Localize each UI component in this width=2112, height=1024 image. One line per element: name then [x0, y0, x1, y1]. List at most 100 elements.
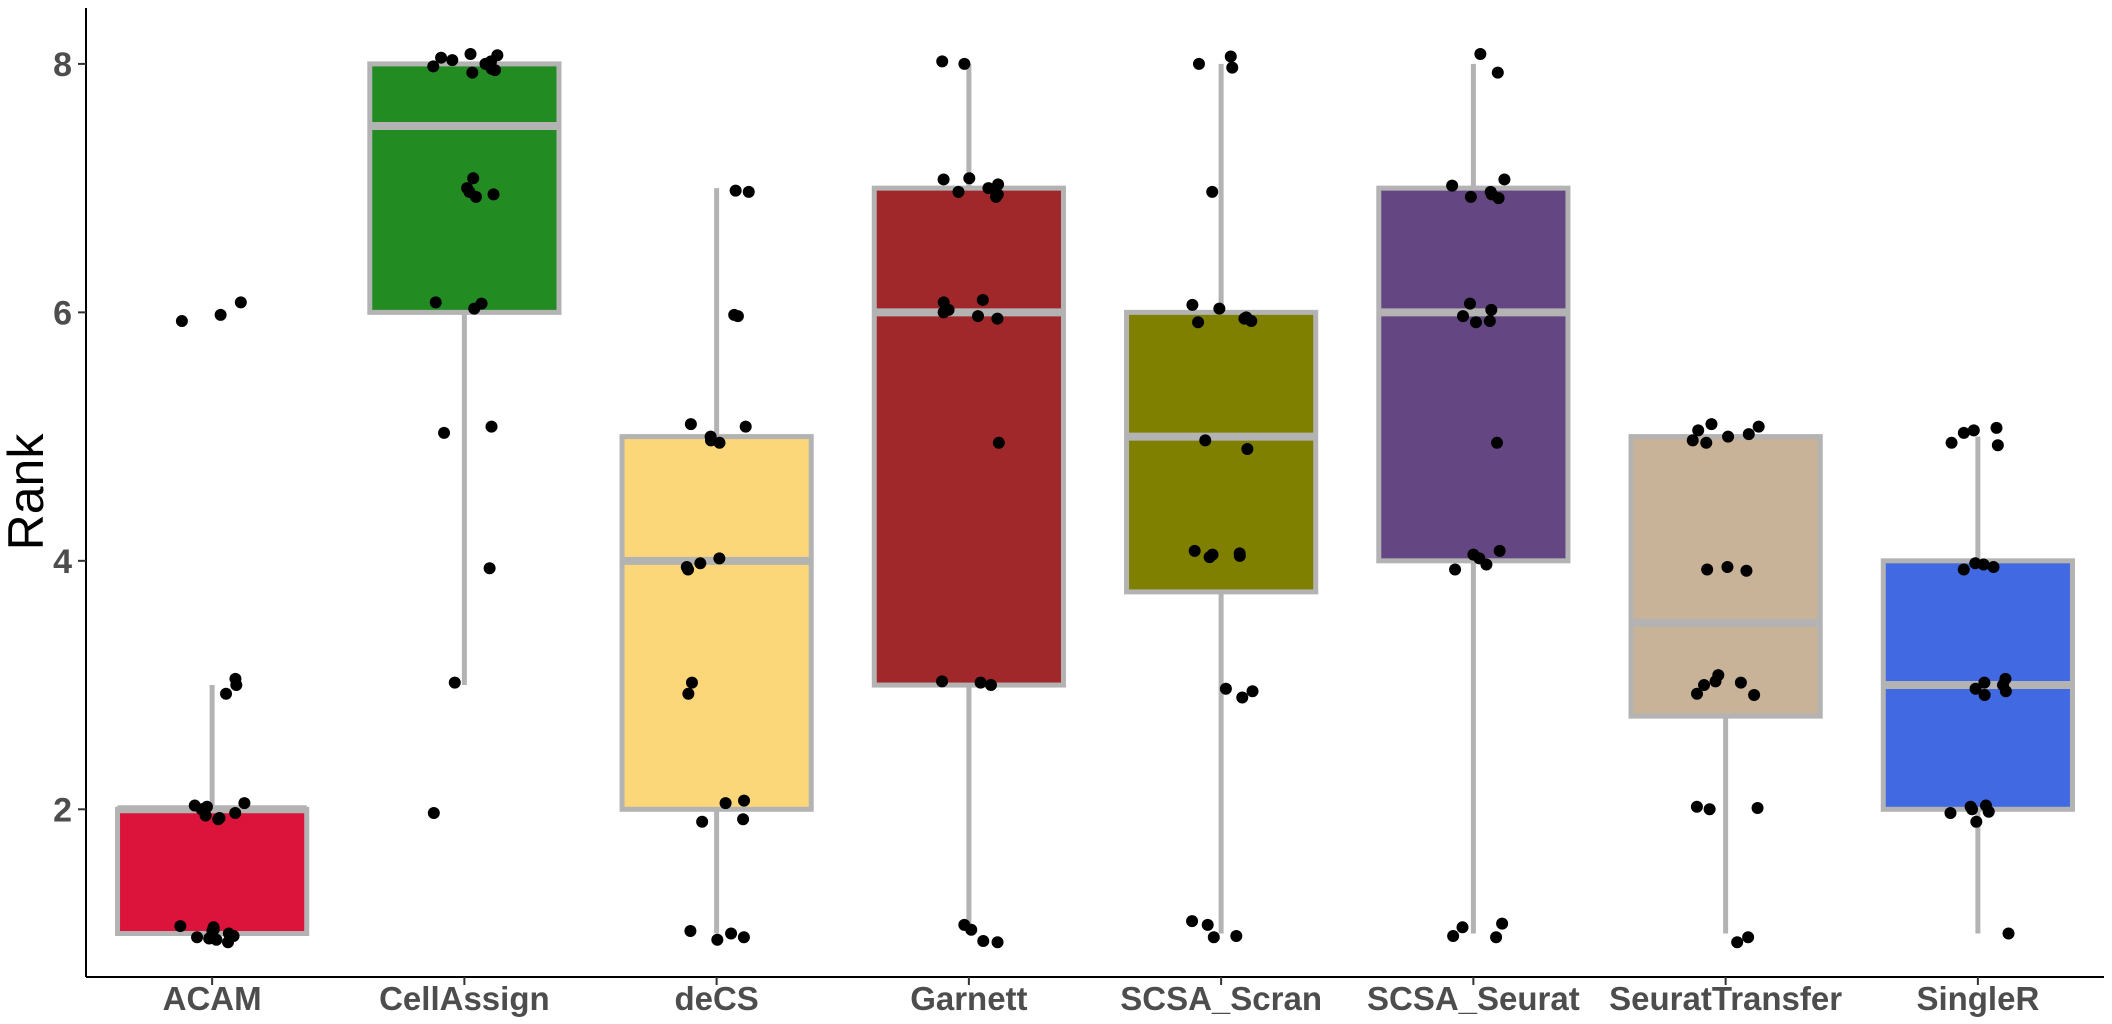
data-point [1690, 800, 1703, 813]
box-body [1628, 434, 1823, 719]
box-group-decs [619, 184, 814, 946]
data-point [1241, 443, 1254, 456]
data-point [207, 921, 220, 934]
data-point [1246, 685, 1259, 698]
x-tick-label: SCSA_Seurat [1367, 980, 1580, 1017]
data-point [1969, 557, 1982, 570]
data-point [936, 675, 949, 688]
data-point [992, 436, 1005, 449]
data-point [738, 794, 751, 807]
data-point [711, 933, 724, 946]
data-point [222, 927, 235, 940]
data-point [1446, 179, 1459, 192]
box-group-singler [1880, 421, 2075, 940]
data-point [175, 315, 188, 328]
y-axis-ticks: 2 4 6 8 [53, 46, 86, 829]
data-point [1957, 426, 1970, 439]
x-tick-label: SeuratTransfer [1609, 980, 1842, 1017]
data-point [1987, 561, 2000, 574]
data-point [1456, 310, 1469, 323]
data-point [467, 172, 480, 185]
x-tick-label: ACAM [163, 980, 262, 1017]
box-body [115, 806, 310, 937]
data-point [1979, 799, 1992, 812]
data-point [991, 312, 1004, 325]
data-point [1742, 428, 1755, 441]
data-point [1969, 682, 1982, 695]
data-point [936, 55, 949, 68]
data-point [1701, 563, 1714, 576]
box-group-acam [115, 296, 310, 949]
data-point [427, 60, 440, 73]
data-point [238, 797, 251, 810]
data-point [487, 188, 500, 201]
data-point [1484, 185, 1497, 198]
data-point [1199, 434, 1212, 447]
data-point [1721, 561, 1734, 574]
box-group-seurattransfer [1628, 418, 1823, 949]
box-body [1376, 185, 1571, 564]
data-point [696, 815, 709, 828]
data-point [1236, 691, 1249, 704]
data-point [1686, 434, 1699, 447]
data-point [229, 672, 242, 685]
data-point [982, 182, 995, 195]
data-point [984, 679, 997, 692]
box-body [1124, 309, 1319, 595]
data-point [1748, 688, 1761, 701]
data-point [1991, 439, 2004, 452]
data-point [1944, 807, 1957, 820]
y-axis-title: Rank [0, 433, 54, 551]
data-point [704, 430, 717, 443]
data-point [1192, 57, 1205, 70]
data-point [682, 687, 695, 700]
data-point [977, 934, 990, 947]
data-point [1464, 190, 1477, 203]
x-tick-label: Garnett [910, 980, 1027, 1017]
data-point [483, 562, 496, 575]
data-point [1456, 921, 1469, 934]
data-point [1469, 316, 1482, 329]
data-point [475, 297, 488, 310]
data-point [1990, 421, 2003, 434]
data-point [446, 54, 459, 67]
data-point [1705, 418, 1718, 431]
data-point [729, 184, 742, 197]
data-point [1490, 931, 1503, 944]
box-group-scsa-seurat [1376, 47, 1571, 944]
data-point [684, 418, 697, 431]
data-point [438, 426, 451, 439]
data-point [1186, 915, 1199, 928]
data-point [1691, 687, 1704, 700]
data-point [1207, 931, 1220, 944]
data-point [725, 927, 738, 940]
data-point [466, 66, 479, 79]
data-point [1742, 931, 1755, 944]
data-point [1224, 50, 1237, 63]
data-point [1734, 676, 1747, 689]
data-point [937, 173, 950, 186]
data-point [491, 49, 504, 62]
data-point [976, 293, 989, 306]
data-point [1945, 436, 1958, 449]
data-point [1957, 563, 1970, 576]
data-point [1213, 302, 1226, 315]
data-point [1978, 688, 1991, 701]
data-point [1491, 436, 1504, 449]
data-point [1491, 66, 1504, 79]
x-tick-label: CellAssign [379, 980, 550, 1017]
data-point [1483, 315, 1496, 328]
data-point [1240, 311, 1253, 324]
data-point [1447, 930, 1460, 943]
data-point [1496, 917, 1509, 930]
data-point [991, 936, 1004, 949]
data-point [448, 676, 461, 689]
data-point [1219, 682, 1232, 695]
data-point [1230, 930, 1243, 943]
data-point [1964, 800, 1977, 813]
data-point [1493, 544, 1506, 557]
y-tick-label: 6 [53, 294, 72, 332]
data-point [1233, 547, 1246, 560]
data-point [680, 561, 693, 574]
